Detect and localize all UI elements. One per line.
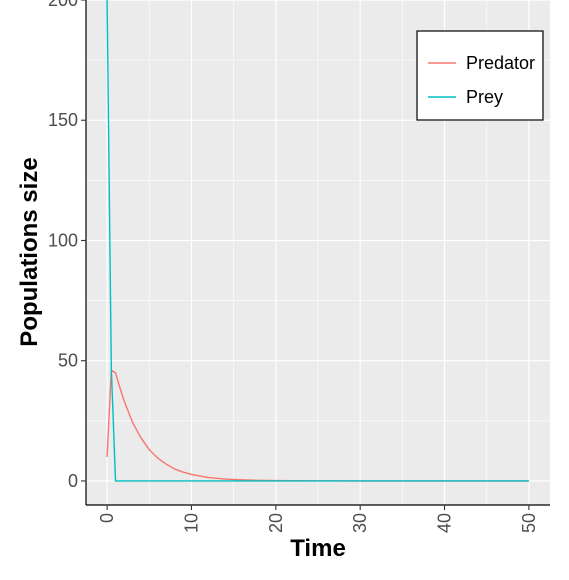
x-tick-label: 0 [97, 513, 117, 523]
legend-label-prey: Prey [466, 87, 503, 107]
y-axis-ticks: 0 50 100 150 200 [48, 0, 86, 491]
x-tick-label: 50 [519, 513, 539, 533]
x-tick-label: 20 [266, 513, 286, 533]
series-lines [106, 0, 529, 482]
y-tick-label: 0 [68, 471, 78, 491]
x-axis-title: Time [290, 535, 346, 562]
legend: Predator Prey [416, 30, 544, 121]
y-tick-label: 150 [48, 110, 78, 130]
series-line-prey [106, 0, 529, 482]
legend-box [416, 30, 544, 121]
x-tick-label: 10 [181, 513, 201, 533]
y-tick-label: 100 [48, 230, 78, 250]
y-tick-label: 200 [48, 0, 78, 10]
x-tick-label: 30 [350, 513, 370, 533]
minor-gridlines [86, 0, 550, 505]
y-tick-label: 50 [58, 351, 78, 371]
x-tick-label: 40 [435, 513, 455, 533]
x-axis-ticks: 0 10 20 30 40 50 [97, 505, 539, 533]
legend-label-predator: Predator [466, 53, 535, 73]
y-axis-title: Populations size [16, 157, 43, 346]
